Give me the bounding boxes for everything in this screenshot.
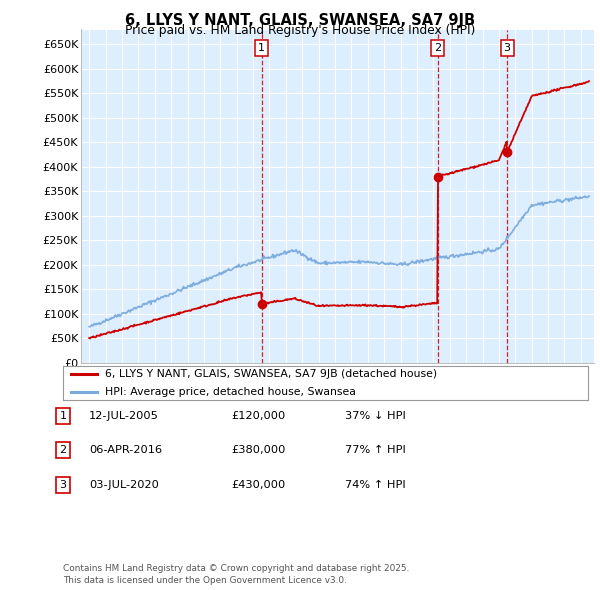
Text: £380,000: £380,000 [231, 445, 286, 455]
Text: 3: 3 [59, 480, 67, 490]
Text: 3: 3 [503, 43, 511, 53]
Text: £120,000: £120,000 [231, 411, 285, 421]
Text: 06-APR-2016: 06-APR-2016 [89, 445, 162, 455]
Text: 03-JUL-2020: 03-JUL-2020 [89, 480, 158, 490]
Text: 2: 2 [59, 445, 67, 455]
Text: 1: 1 [59, 411, 67, 421]
Text: 77% ↑ HPI: 77% ↑ HPI [345, 445, 406, 455]
Text: £430,000: £430,000 [231, 480, 285, 490]
Text: 1: 1 [258, 43, 265, 53]
Text: Contains HM Land Registry data © Crown copyright and database right 2025.
This d: Contains HM Land Registry data © Crown c… [63, 564, 409, 585]
Text: 12-JUL-2005: 12-JUL-2005 [89, 411, 158, 421]
Text: 74% ↑ HPI: 74% ↑ HPI [345, 480, 406, 490]
Text: 6, LLYS Y NANT, GLAIS, SWANSEA, SA7 9JB (detached house): 6, LLYS Y NANT, GLAIS, SWANSEA, SA7 9JB … [105, 369, 437, 379]
Text: Price paid vs. HM Land Registry's House Price Index (HPI): Price paid vs. HM Land Registry's House … [125, 24, 475, 37]
Text: 6, LLYS Y NANT, GLAIS, SWANSEA, SA7 9JB: 6, LLYS Y NANT, GLAIS, SWANSEA, SA7 9JB [125, 13, 475, 28]
Text: 2: 2 [434, 43, 442, 53]
Text: HPI: Average price, detached house, Swansea: HPI: Average price, detached house, Swan… [105, 388, 356, 398]
Text: 37% ↓ HPI: 37% ↓ HPI [345, 411, 406, 421]
